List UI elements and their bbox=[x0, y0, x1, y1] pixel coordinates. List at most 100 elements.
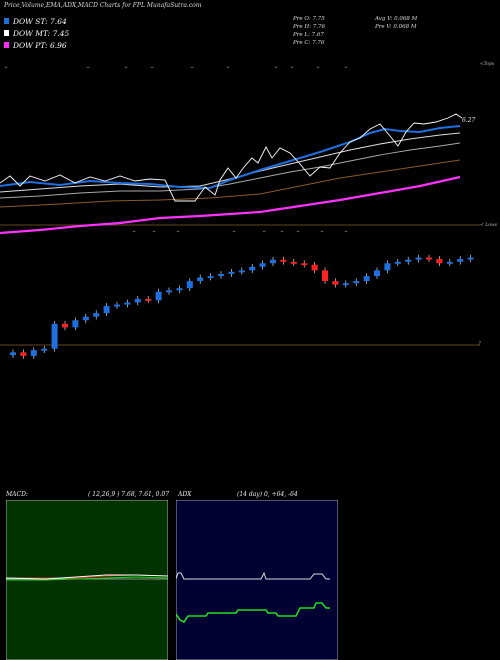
candle-body bbox=[186, 281, 193, 289]
macd-histogram bbox=[6, 576, 168, 581]
candle-body bbox=[415, 257, 422, 260]
candle-body bbox=[270, 259, 276, 264]
top-marker: ^ bbox=[190, 65, 194, 72]
candle-body bbox=[467, 257, 474, 260]
low-marker: ^ bbox=[176, 229, 180, 235]
candle-body bbox=[446, 261, 453, 264]
candle-body bbox=[249, 266, 256, 271]
candle-body bbox=[280, 259, 287, 262]
low-marker: ^ bbox=[280, 229, 284, 235]
ema-long-line bbox=[0, 159, 461, 208]
candle-body bbox=[72, 320, 79, 328]
legend-swatch-mt bbox=[4, 30, 9, 36]
candle-body bbox=[384, 263, 391, 271]
top-marker: ^ bbox=[274, 65, 278, 72]
stat-low: Pre L: 7.67 bbox=[293, 32, 324, 38]
adx-line bbox=[176, 571, 330, 580]
tops-label: <Tops bbox=[480, 62, 495, 67]
ema-pt-line bbox=[0, 175, 461, 235]
candle-body bbox=[405, 259, 412, 262]
ema-short-line bbox=[0, 125, 461, 190]
ema-price-label: 6.27 bbox=[462, 117, 476, 124]
candle-body bbox=[103, 306, 110, 314]
candle-body bbox=[207, 276, 214, 279]
ema-close-line bbox=[0, 113, 463, 202]
legend: DOW ST: 7.64 DOW MT: 7.45 DOW PT: 6.96 bbox=[4, 15, 69, 51]
macd-line bbox=[6, 574, 168, 580]
lows-label: < Lows bbox=[480, 223, 498, 228]
top-marker: ^ bbox=[124, 65, 128, 72]
candle-body bbox=[176, 288, 183, 291]
adx-title: ADX bbox=[178, 491, 192, 498]
low-marker: ^ bbox=[132, 229, 136, 235]
legend-swatch-pt bbox=[4, 42, 9, 48]
low-marker: ^ bbox=[152, 229, 156, 235]
ema-chart: ^ ^ ^ ^ ^ ^ ^ ^ ^ ^ ^ ^ ^ ^ ^ ^ ^ ^ ^ bbox=[0, 65, 480, 235]
macd-panel bbox=[6, 500, 168, 660]
low-marker: ^ bbox=[344, 229, 348, 235]
ema-mid-line-2 bbox=[0, 142, 461, 199]
candle-body bbox=[457, 258, 464, 262]
candle-body bbox=[426, 257, 432, 260]
stat-pre-volume: Pre V: 0.068 M bbox=[375, 24, 417, 30]
candle-body bbox=[20, 352, 27, 356]
candle-body bbox=[394, 261, 401, 264]
candle-body bbox=[228, 271, 235, 274]
legend-swatch-st bbox=[4, 18, 9, 24]
top-marker: ^ bbox=[86, 65, 90, 72]
candle-body bbox=[93, 313, 100, 317]
candle-body bbox=[10, 352, 16, 356]
candle-body bbox=[218, 273, 224, 277]
macd-params: ( 12,26,9 ) 7.68, 7.61, 0.07 bbox=[88, 491, 170, 498]
candle-body bbox=[374, 270, 380, 277]
low-marker: ^ bbox=[296, 229, 300, 235]
legend-label-st: DOW ST: 7.64 bbox=[13, 16, 67, 26]
adx-plus-di-line bbox=[176, 602, 330, 624]
adx-background bbox=[176, 500, 338, 660]
candle-body bbox=[436, 258, 443, 264]
candle-body bbox=[342, 283, 349, 286]
candle-body bbox=[322, 270, 328, 282]
low-marker: ^ bbox=[232, 229, 236, 235]
candle-body bbox=[259, 263, 266, 267]
top-marker: ^ bbox=[150, 65, 154, 72]
legend-item-mt: DOW MT: 7.45 bbox=[4, 27, 69, 39]
chart-title: Price,Volume,EMA,ADX,MACD Charts for FPL… bbox=[4, 2, 202, 9]
candle-body bbox=[290, 261, 297, 264]
top-marker: ^ bbox=[4, 65, 8, 72]
stat-open: Pre O: 7.75 bbox=[293, 16, 325, 22]
top-marker: ^ bbox=[290, 65, 294, 72]
stat-high: Pre H: 7.76 bbox=[293, 24, 325, 30]
candle-body bbox=[197, 277, 204, 282]
legend-item-pt: DOW PT: 6.96 bbox=[4, 39, 69, 51]
candle-body bbox=[363, 276, 370, 282]
stat-avg-volume: Avg V: 0.068 M bbox=[375, 16, 418, 22]
candle-ref-label: 7 bbox=[478, 342, 481, 347]
candle-body bbox=[353, 281, 360, 284]
candle-body bbox=[51, 323, 58, 349]
adx-params: (14 day) 0, +64, -64 bbox=[237, 491, 298, 498]
candle-body bbox=[82, 316, 89, 321]
low-marker: ^ bbox=[320, 229, 324, 235]
candle-body bbox=[145, 298, 152, 301]
legend-item-st: DOW ST: 7.64 bbox=[4, 15, 69, 27]
candle-body bbox=[301, 263, 308, 266]
legend-label-mt: DOW MT: 7.45 bbox=[13, 28, 70, 38]
macd-title: MACD: bbox=[6, 491, 28, 498]
legend-label-pt: DOW PT: 6.96 bbox=[13, 40, 67, 50]
candles bbox=[10, 254, 474, 359]
top-marker: ^ bbox=[344, 65, 348, 72]
stat-close: Pre C: 7.76 bbox=[293, 40, 325, 46]
candle-body bbox=[332, 281, 339, 285]
candle-body bbox=[124, 302, 131, 305]
candle-body bbox=[134, 298, 141, 303]
candle-body bbox=[41, 348, 48, 351]
candle-body bbox=[311, 264, 318, 271]
top-marker: ^ bbox=[226, 65, 230, 72]
candle-body bbox=[114, 304, 120, 307]
candle-chart bbox=[0, 254, 480, 359]
low-marker: ^ bbox=[262, 229, 266, 235]
adx-panel bbox=[176, 500, 338, 660]
candle-body bbox=[166, 290, 172, 293]
candle-body bbox=[30, 350, 37, 356]
